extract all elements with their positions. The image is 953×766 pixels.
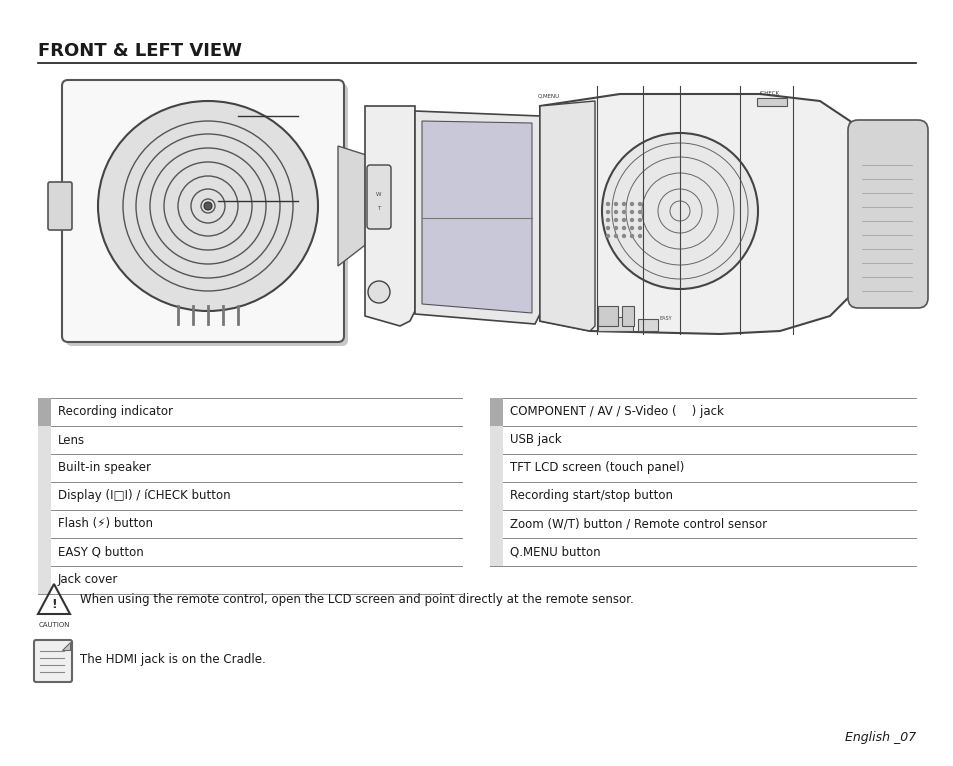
Circle shape: [613, 226, 618, 231]
Bar: [490, 426, 502, 454]
Circle shape: [621, 201, 625, 206]
Text: EASY: EASY: [659, 316, 672, 322]
Circle shape: [613, 234, 618, 238]
Circle shape: [629, 218, 634, 222]
Circle shape: [613, 218, 618, 222]
FancyBboxPatch shape: [48, 182, 71, 230]
FancyBboxPatch shape: [847, 120, 927, 308]
Circle shape: [613, 210, 618, 214]
Text: COMPONENT / AV / S-Video (    ) jack: COMPONENT / AV / S-Video ( ) jack: [510, 405, 723, 418]
Bar: [490, 510, 502, 538]
Circle shape: [638, 226, 641, 231]
Polygon shape: [539, 101, 595, 331]
Text: USB jack: USB jack: [510, 434, 561, 447]
Circle shape: [629, 210, 634, 214]
Bar: [38, 454, 51, 482]
Polygon shape: [62, 642, 70, 650]
Ellipse shape: [98, 101, 317, 311]
Bar: [598, 306, 618, 326]
Circle shape: [621, 218, 625, 222]
Bar: [621, 306, 634, 326]
Circle shape: [629, 201, 634, 206]
Polygon shape: [337, 146, 448, 266]
Bar: [598, 317, 633, 331]
Text: When using the remote control, open the LCD screen and point directly at the rem: When using the remote control, open the …: [80, 594, 633, 607]
Text: T: T: [377, 205, 380, 211]
Bar: [490, 482, 502, 510]
Bar: [490, 454, 502, 482]
Text: !: !: [51, 597, 57, 611]
Circle shape: [605, 218, 610, 222]
Circle shape: [638, 218, 641, 222]
Circle shape: [368, 281, 390, 303]
Polygon shape: [365, 106, 415, 326]
Circle shape: [621, 234, 625, 238]
Text: Flash (⚡) button: Flash (⚡) button: [58, 518, 152, 531]
Circle shape: [629, 234, 634, 238]
Text: Q.MENU button: Q.MENU button: [510, 545, 600, 558]
Polygon shape: [421, 121, 532, 313]
Bar: [38, 398, 51, 426]
Text: Recording start/stop button: Recording start/stop button: [510, 489, 672, 502]
FancyBboxPatch shape: [66, 84, 348, 346]
Text: English _07: English _07: [843, 731, 915, 744]
Bar: [38, 538, 51, 566]
Text: TFT LCD screen (touch panel): TFT LCD screen (touch panel): [510, 461, 683, 474]
Circle shape: [605, 201, 610, 206]
Text: Jack cover: Jack cover: [58, 574, 118, 587]
Bar: [38, 510, 51, 538]
Circle shape: [204, 202, 212, 210]
Circle shape: [613, 201, 618, 206]
Circle shape: [638, 201, 641, 206]
Bar: [638, 319, 658, 331]
Text: Lens: Lens: [58, 434, 85, 447]
Circle shape: [605, 234, 610, 238]
Bar: [490, 538, 502, 566]
Text: Built-in speaker: Built-in speaker: [58, 461, 151, 474]
Bar: [38, 426, 51, 454]
Text: The HDMI jack is on the Cradle.: The HDMI jack is on the Cradle.: [80, 653, 266, 666]
Text: FRONT & LEFT VIEW: FRONT & LEFT VIEW: [38, 42, 242, 60]
Circle shape: [629, 226, 634, 231]
Text: Zoom (W/T) button / Remote control sensor: Zoom (W/T) button / Remote control senso…: [510, 518, 766, 531]
Circle shape: [638, 234, 641, 238]
Bar: [490, 398, 502, 426]
Polygon shape: [539, 94, 864, 334]
Text: Recording indicator: Recording indicator: [58, 405, 172, 418]
Bar: [38, 482, 51, 510]
Circle shape: [601, 133, 758, 289]
Text: Display (I□I) / íCHECK button: Display (I□I) / íCHECK button: [58, 489, 231, 502]
Circle shape: [621, 226, 625, 231]
Circle shape: [605, 226, 610, 231]
Circle shape: [621, 210, 625, 214]
Text: iCHECK: iCHECK: [760, 91, 780, 96]
FancyBboxPatch shape: [367, 165, 391, 229]
Polygon shape: [415, 111, 539, 324]
FancyBboxPatch shape: [34, 640, 71, 682]
Bar: [38, 566, 51, 594]
Text: EASY Q button: EASY Q button: [58, 545, 144, 558]
Text: W: W: [375, 192, 381, 197]
Text: Q.MENU: Q.MENU: [537, 93, 559, 98]
Text: CAUTION: CAUTION: [38, 622, 70, 628]
Circle shape: [605, 210, 610, 214]
Circle shape: [638, 210, 641, 214]
FancyBboxPatch shape: [62, 80, 344, 342]
Bar: [757, 98, 786, 106]
